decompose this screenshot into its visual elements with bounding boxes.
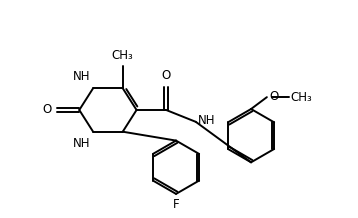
Text: CH₃: CH₃ [291,91,312,104]
Text: CH₃: CH₃ [112,49,134,62]
Text: O: O [270,90,279,103]
Text: O: O [42,104,52,116]
Text: NH: NH [73,70,90,83]
Text: NH: NH [73,137,90,150]
Text: O: O [161,69,171,82]
Text: F: F [173,198,179,211]
Text: NH: NH [198,114,215,127]
